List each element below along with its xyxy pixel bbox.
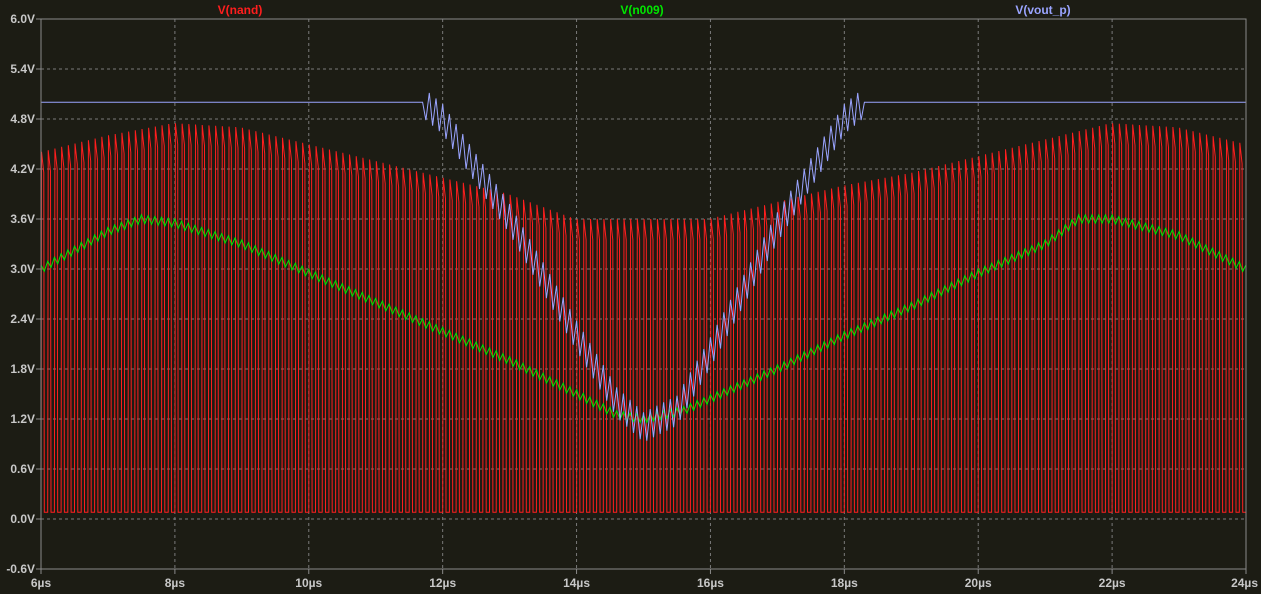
series-nand-line <box>40 123 1246 513</box>
y-tick-label: 6.0V <box>10 12 35 26</box>
y-tick-label: 1.2V <box>10 412 35 426</box>
y-tick-label: 4.8V <box>10 112 35 126</box>
y-tick-label: 2.4V <box>10 312 35 326</box>
x-tick-label: 16µs <box>697 576 724 590</box>
x-tick-label: 18µs <box>831 576 858 590</box>
y-tick-label: -0.6V <box>6 562 35 576</box>
y-tick-label: 4.2V <box>10 162 35 176</box>
series-layer <box>40 92 1247 513</box>
x-tick-label: 24µs <box>1231 576 1258 590</box>
x-tick-label: 14µs <box>563 576 590 590</box>
y-tick-label: 3.6V <box>10 212 35 226</box>
x-axis-ticks: 6µs 8µs 10µs 12µs 14µs 16µs 18µs 20µs 22µs 24µs <box>31 569 1258 590</box>
x-tick-label: 10µs <box>295 576 322 590</box>
legend-entry: V(nand) <box>218 3 263 17</box>
x-tick-label: 8µs <box>165 576 186 590</box>
y-tick-label: 0.0V <box>10 512 35 526</box>
x-tick-label: 6µs <box>31 576 52 590</box>
y-tick-label: 3.0V <box>10 262 35 276</box>
series-vout-p-line <box>41 92 1246 441</box>
legend: V(nand) V(n009) V(vout_p) <box>218 3 1071 17</box>
y-axis-ticks: -0.6V 0.0V 0.6V 1.2V 1.8V 2.4V 3.0V 3.6V 4.2V 4.8… <box>6 12 41 576</box>
x-tick-label: 22µs <box>1099 576 1126 590</box>
y-tick-label: 5.4V <box>10 62 35 76</box>
legend-entry: V(n009) <box>620 3 663 17</box>
x-tick-label: 12µs <box>429 576 456 590</box>
y-tick-label: 0.6V <box>10 462 35 476</box>
plot-frame <box>40 18 1247 570</box>
y-tick-label: 1.8V <box>10 362 35 376</box>
x-tick-label: 20µs <box>965 576 992 590</box>
legend-entry: V(vout_p) <box>1015 3 1070 17</box>
